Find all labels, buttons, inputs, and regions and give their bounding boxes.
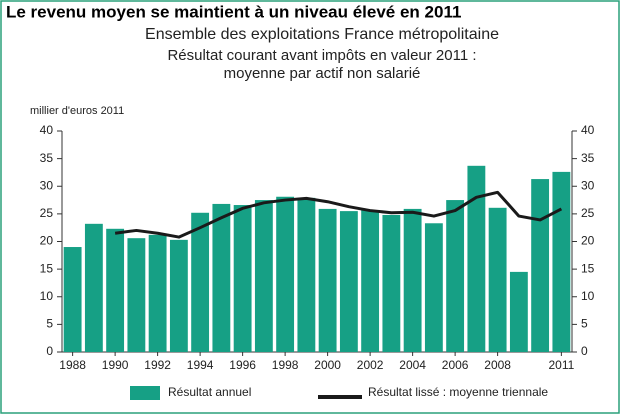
bar [424,223,443,352]
subtitle: Ensemble des exploitations France métrop… [145,26,499,43]
bar [127,238,146,352]
y-tick-label: 40 [40,123,54,137]
chart-title: Le revenu moyen se maintient à un niveau… [6,2,461,21]
y-tick-label: 5 [46,317,53,331]
y-tick-label: 35 [40,151,54,165]
y2-tick-label: 10 [581,289,595,303]
y2-tick-label: 0 [581,344,588,358]
bar [63,247,82,352]
bar [297,197,316,352]
bar [339,211,358,352]
bar [552,171,571,352]
x-tick-label: 2000 [314,358,341,372]
y2-tick-label: 35 [581,151,595,165]
legend-label: Résultat lissé : moyenne triennale [368,385,548,399]
y2-tick-label: 15 [581,261,595,275]
subtitle: moyenne par actif non salarié [224,65,421,82]
legend-label: Résultat annuel [168,385,251,399]
y-tick-label: 20 [40,234,54,248]
x-tick-label: 2002 [357,358,384,372]
x-tick-label: 1998 [272,358,299,372]
y-axis-label: millier d'euros 2011 [30,105,124,117]
y-tick-label: 30 [40,178,54,192]
line [114,190,563,239]
bar [446,200,465,352]
legend-swatch [130,386,160,400]
bar [191,212,210,352]
bar [382,214,401,352]
bar [276,196,295,352]
bar [361,210,380,352]
bar [318,208,337,352]
x-tick-label: 2006 [442,358,469,372]
bar [212,203,231,352]
y-tick-label: 25 [40,206,54,220]
y-tick-label: 0 [46,344,53,358]
bar [488,207,507,352]
x-tick-label: 2008 [484,358,511,372]
y2-tick-label: 20 [581,234,595,248]
bar [84,223,103,352]
x-tick-label: 2004 [399,358,426,372]
x-tick-label: 1988 [59,358,86,372]
y2-tick-label: 30 [581,178,595,192]
x-tick-label: 1992 [144,358,171,372]
y-tick-label: 15 [40,261,54,275]
bar [148,234,167,352]
y2-tick-label: 5 [581,317,588,331]
y2-tick-label: 25 [581,206,595,220]
bar [509,271,528,352]
bar [403,208,422,352]
y-tick-label: 10 [40,289,54,303]
subtitle: Résultat courant avant impôts en valeur … [167,47,476,64]
x-tick-label: 1990 [102,358,129,372]
bar [233,205,252,352]
bar [467,165,486,352]
bar [531,179,550,352]
bar [254,200,273,352]
x-tick-label: 2011 [548,358,574,372]
bar [169,239,188,352]
y2-tick-label: 40 [581,123,595,137]
x-tick-label: 1996 [229,358,256,372]
bar [106,228,125,352]
x-tick-label: 1994 [187,358,214,372]
